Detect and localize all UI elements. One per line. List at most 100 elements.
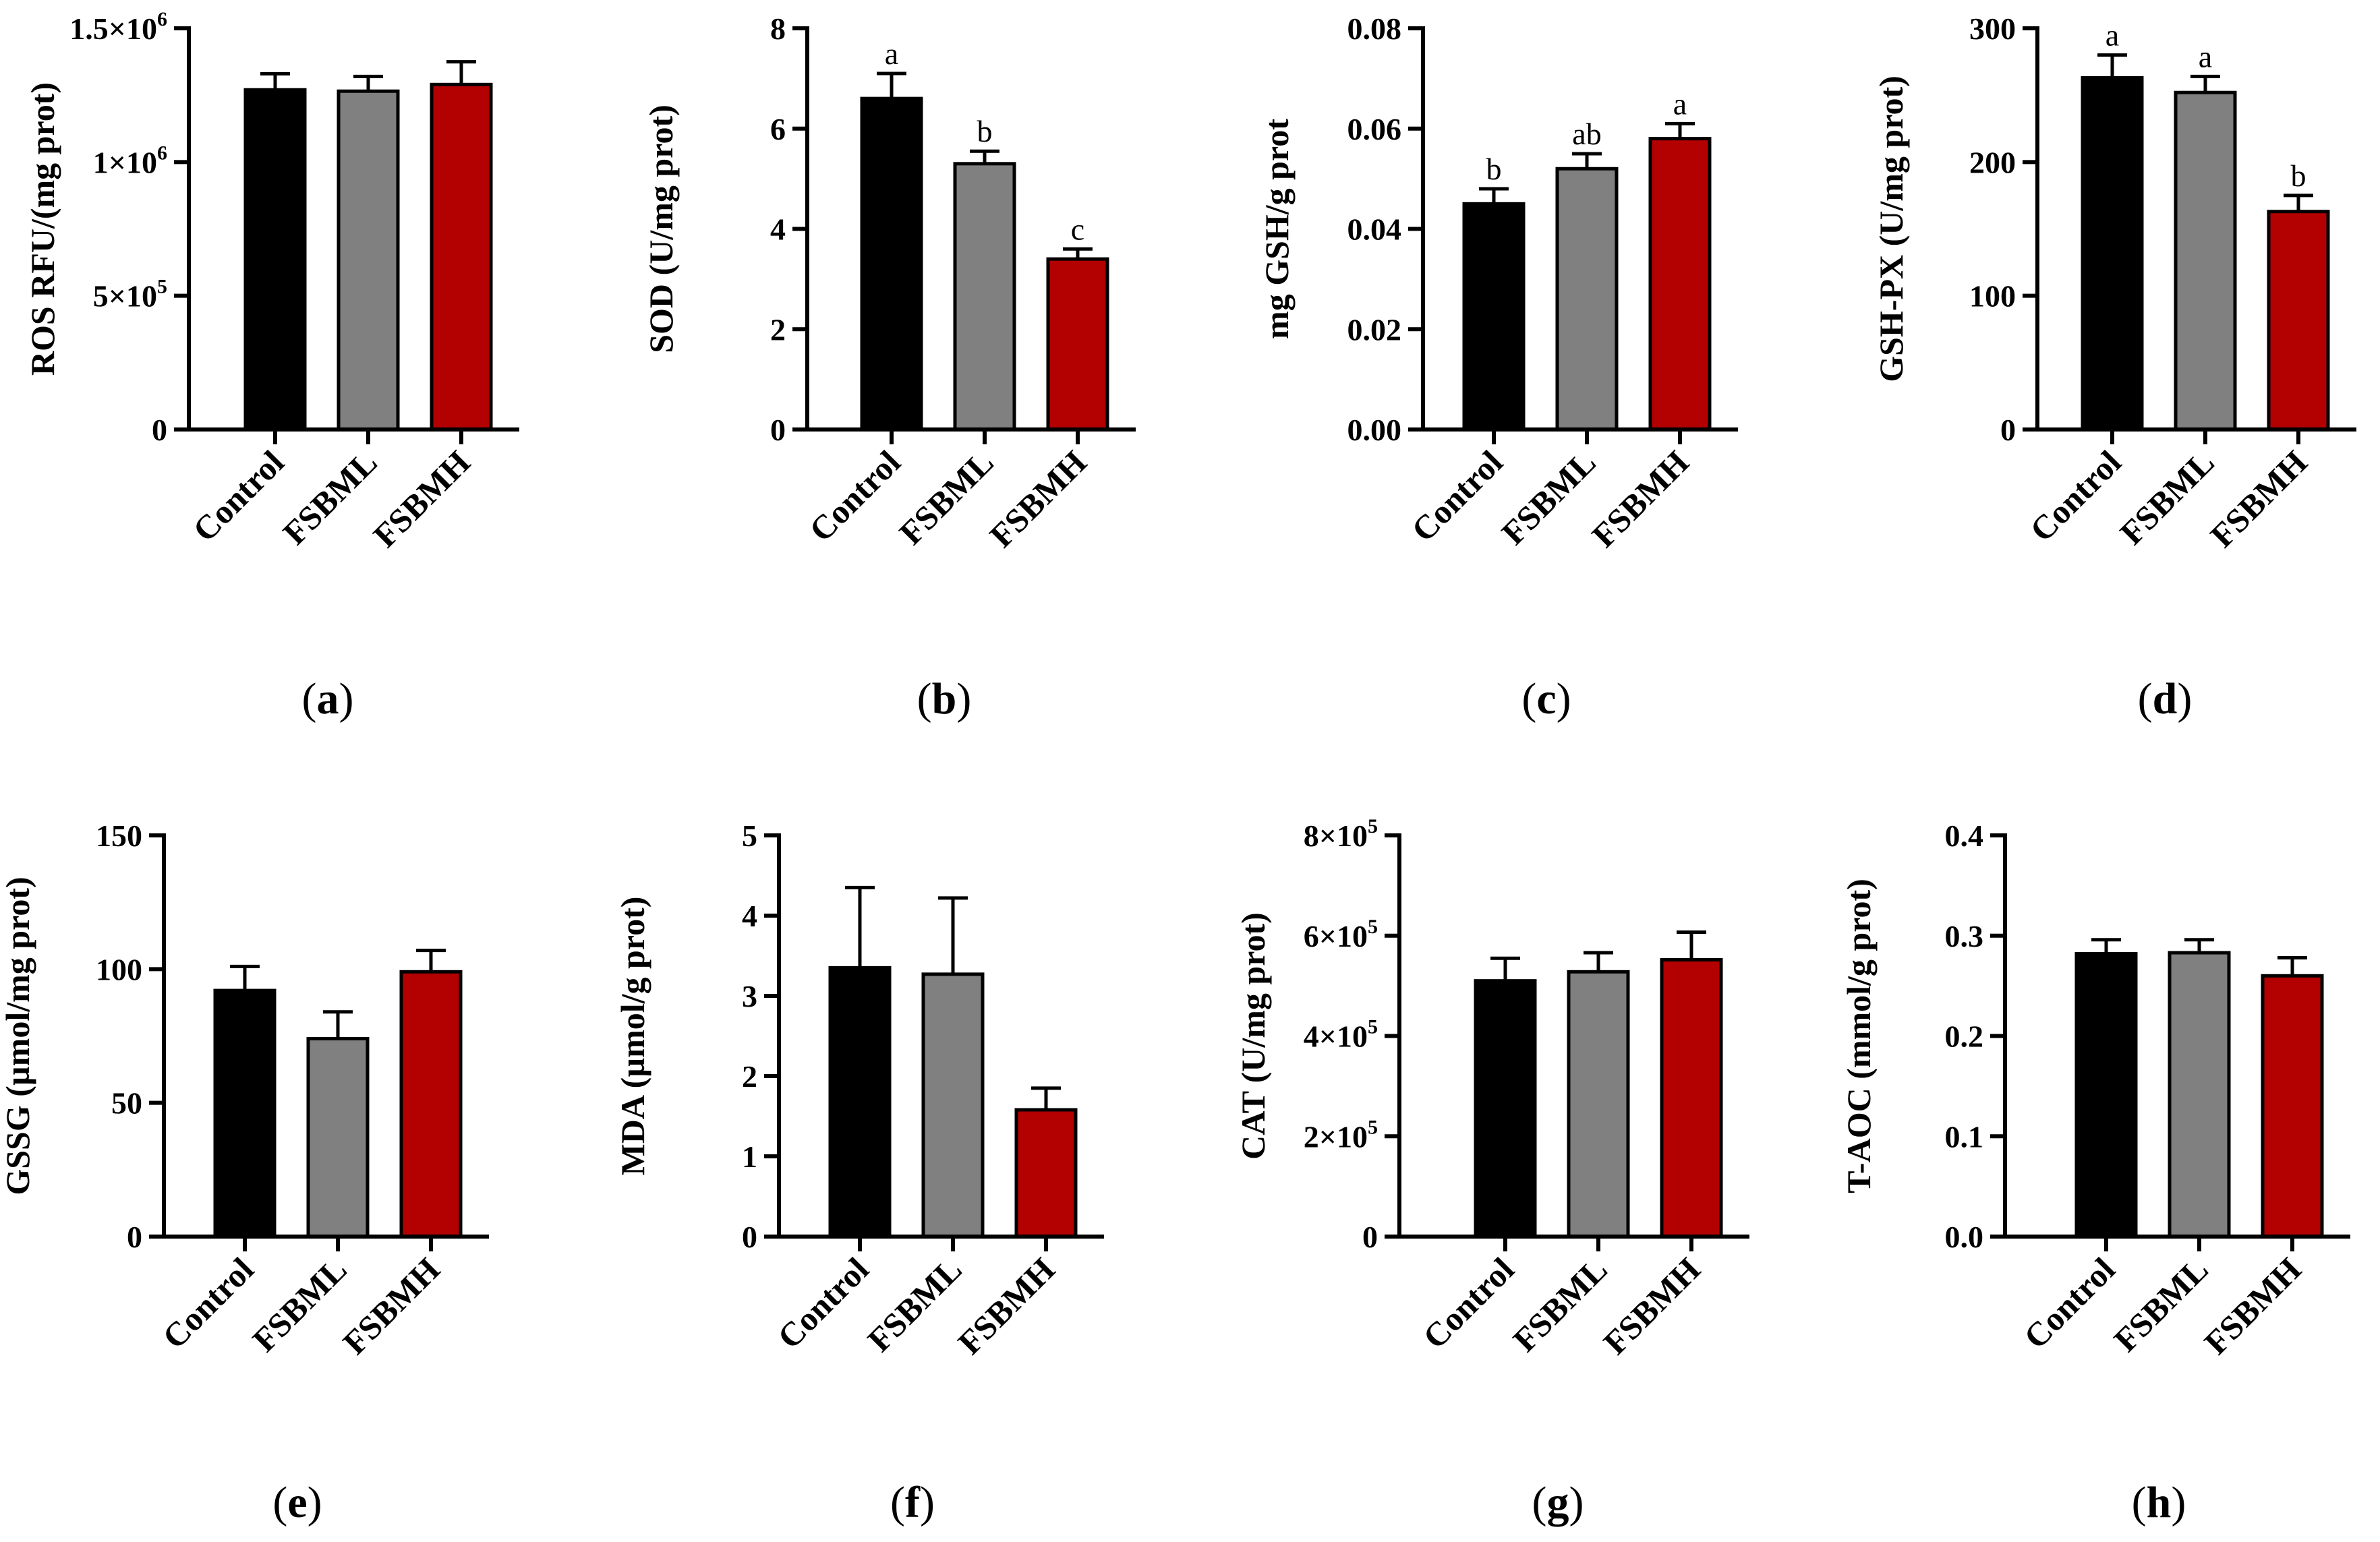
x-tick-label-fsbmh: FSBMH [366, 443, 477, 554]
chart-panel-c: 0.00 0.02 0.04 0.06 0.08 mg GSH/g prot b Contro… [1258, 11, 1738, 723]
bar-fsbmh [1660, 957, 1723, 1239]
y-tick-label: 1 [742, 1139, 757, 1174]
y-tick-label: 2×105 [1304, 1116, 1378, 1154]
significance-letter: a [2106, 18, 2119, 53]
x-tick-label-fsbml: FSBML [1505, 1250, 1614, 1359]
y-tick-label: 2 [742, 1059, 757, 1094]
y-tick-label: 4×105 [1304, 1016, 1378, 1054]
y-tick-label: 0.06 [1347, 112, 1402, 146]
y-tick-label: 50 [111, 1086, 142, 1121]
y-tick-label: 1×106 [93, 142, 167, 179]
y-tick-label: 4 [742, 899, 757, 933]
significance-letter: b [977, 114, 993, 148]
y-tick-label: 100 [1969, 279, 2016, 314]
x-tick-label-control: Control [2016, 1250, 2122, 1356]
bar-control [243, 88, 307, 432]
chart-panel-h: 0.0 0.1 0.2 0.3 0.4 T-AOC (mmol/g prot) Contro… [1840, 819, 2350, 1527]
y-tick-label: 0.2 [1945, 1019, 1984, 1054]
significance-letter: c [1071, 212, 1084, 246]
y-tick-label: 300 [1969, 11, 2016, 46]
panel-caption: (c) [1521, 674, 1571, 723]
y-tick-label: 8 [770, 11, 786, 46]
panel-caption: (h) [2132, 1478, 2186, 1527]
panel-caption: (d) [2138, 674, 2193, 723]
panel-caption: (f) [890, 1478, 935, 1527]
y-tick-label: 0 [127, 1220, 142, 1254]
y-tick-label: 2 [770, 312, 786, 347]
bar-fsbml [921, 972, 985, 1239]
significance-letter: a [1673, 86, 1687, 121]
x-tick-label-control: Control [770, 1250, 876, 1356]
y-axis-title: CAT (U/mg prot) [1234, 912, 1272, 1160]
bar-fsbmh [1014, 1108, 1078, 1239]
y-axis-title: GSSG (µmol/mg prot) [0, 877, 36, 1195]
bar-control [828, 966, 892, 1239]
chart-panel-e: 0 50 100 150 GSSG (µmol/mg prot) ControlFSBML… [0, 819, 489, 1527]
y-tick-label: 150 [96, 819, 142, 853]
x-tick-label-fsbmh: FSBMH [950, 1250, 1062, 1361]
x-tick-label-control: Control [802, 443, 908, 549]
y-tick-label: 0.4 [1945, 819, 1984, 853]
bar-fsbmh [2261, 974, 2324, 1239]
y-tick-label: 8×105 [1304, 815, 1378, 853]
y-tick-label: 0.3 [1945, 919, 1984, 953]
x-tick-label-fsbml: FSBML [892, 443, 1000, 552]
y-tick-label: 0.0 [1945, 1220, 1984, 1254]
chart-panel-b: 0 2 4 6 8 SOD (U/mg prot) a Control b FSBML c FSBMH… [642, 11, 1136, 723]
bar-fsbml [306, 1036, 370, 1239]
bar-fsbml [337, 89, 400, 432]
bar-control [1474, 979, 1537, 1239]
y-tick-label: 0.1 [1945, 1119, 1984, 1154]
y-axis-title: MDA (µmol/g prot) [614, 897, 651, 1176]
y-axis-title: GSH-PX (U/mg prot) [1872, 76, 1910, 382]
bar-control [2074, 952, 2138, 1239]
chart-panel-d: 0 100 200 300 GSH-PX (U/mg prot) a Control a FSB… [1872, 11, 2356, 723]
y-tick-label: 3 [742, 979, 757, 1013]
y-tick-label: 100 [96, 952, 142, 986]
x-tick-label-control: Control [1404, 443, 1510, 549]
significance-letter: ab [1572, 117, 1601, 151]
panel-caption: (a) [302, 674, 354, 723]
bar-fsbml [2168, 951, 2231, 1239]
y-tick-label: 200 [1969, 145, 2016, 179]
bar-fsbml [1567, 970, 1630, 1239]
x-tick-label-fsbml: FSBML [2106, 1250, 2215, 1359]
x-tick-label-fsbmh: FSBMH [982, 443, 1093, 554]
bar-fsbml [2174, 90, 2237, 432]
panel-caption: (g) [1532, 1478, 1584, 1527]
x-tick-label-fsbml: FSBML [245, 1250, 353, 1359]
significance-letter: b [2291, 158, 2306, 193]
bar-fsbmh [399, 970, 463, 1239]
bar-control [213, 988, 277, 1239]
y-tick-label: 0 [2000, 413, 2016, 447]
y-axis-title: mg GSH/g prot [1258, 119, 1296, 339]
significance-letter: a [885, 36, 898, 71]
y-tick-label: 5×105 [93, 276, 167, 314]
y-axis-title: T-AOC (mmol/g prot) [1840, 879, 1878, 1193]
y-tick-label: 0.02 [1347, 312, 1402, 347]
bar-fsbmh [2267, 210, 2330, 432]
bar-control [860, 96, 923, 432]
x-tick-label-fsbml: FSBML [1494, 443, 1602, 552]
y-tick-label: 5 [742, 819, 757, 853]
x-tick-label-control: Control [2023, 443, 2128, 549]
y-axis-title: SOD (U/mg prot) [642, 105, 680, 353]
chart-panel-g: 0 2×105 4×105 6×105 8×105 CAT (U/mg prot) Cont… [1234, 815, 1749, 1527]
y-tick-label: 0 [770, 413, 786, 447]
x-tick-label-fsbmh: FSBMH [1596, 1250, 1707, 1361]
x-tick-label-fsbmh: FSBMH [2203, 443, 2314, 554]
y-tick-label: 0.08 [1347, 11, 1402, 46]
bar-fsbmh [1648, 137, 1712, 432]
bar-control [2081, 76, 2144, 432]
x-tick-label-fsbml: FSBML [860, 1250, 968, 1359]
y-tick-label: 0.00 [1347, 413, 1402, 447]
y-tick-label: 1.5×106 [69, 8, 167, 46]
x-tick-label-fsbmh: FSBMH [2197, 1250, 2308, 1361]
significance-letter: b [1486, 152, 1502, 186]
x-tick-label-control: Control [1416, 1250, 1521, 1356]
x-tick-label-control: Control [185, 443, 291, 549]
x-tick-label-fsbml: FSBML [275, 443, 384, 552]
bar-fsbmh [430, 82, 493, 432]
